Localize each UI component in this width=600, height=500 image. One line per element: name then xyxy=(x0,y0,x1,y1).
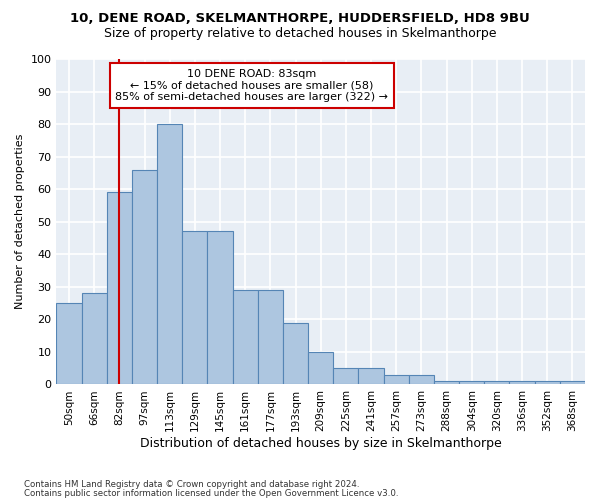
Bar xyxy=(56,303,82,384)
Text: Size of property relative to detached houses in Skelmanthorpe: Size of property relative to detached ho… xyxy=(104,28,496,40)
Bar xyxy=(358,368,383,384)
Bar xyxy=(308,352,333,384)
Text: 10, DENE ROAD, SKELMANTHORPE, HUDDERSFIELD, HD8 9BU: 10, DENE ROAD, SKELMANTHORPE, HUDDERSFIE… xyxy=(70,12,530,26)
Text: Contains public sector information licensed under the Open Government Licence v3: Contains public sector information licen… xyxy=(24,489,398,498)
Bar xyxy=(459,381,484,384)
Bar xyxy=(333,368,358,384)
Bar xyxy=(560,381,585,384)
Bar xyxy=(182,232,208,384)
Bar xyxy=(434,381,459,384)
Bar xyxy=(409,374,434,384)
Text: Contains HM Land Registry data © Crown copyright and database right 2024.: Contains HM Land Registry data © Crown c… xyxy=(24,480,359,489)
Bar xyxy=(107,192,132,384)
Y-axis label: Number of detached properties: Number of detached properties xyxy=(15,134,25,310)
Bar xyxy=(283,322,308,384)
Bar xyxy=(484,381,509,384)
Bar xyxy=(82,294,107,384)
Text: 10 DENE ROAD: 83sqm
← 15% of detached houses are smaller (58)
85% of semi-detach: 10 DENE ROAD: 83sqm ← 15% of detached ho… xyxy=(115,69,388,102)
Bar xyxy=(258,290,283,384)
X-axis label: Distribution of detached houses by size in Skelmanthorpe: Distribution of detached houses by size … xyxy=(140,437,502,450)
Bar xyxy=(208,232,233,384)
Bar xyxy=(509,381,535,384)
Bar xyxy=(132,170,157,384)
Bar xyxy=(233,290,258,384)
Bar xyxy=(535,381,560,384)
Bar xyxy=(157,124,182,384)
Bar xyxy=(383,374,409,384)
